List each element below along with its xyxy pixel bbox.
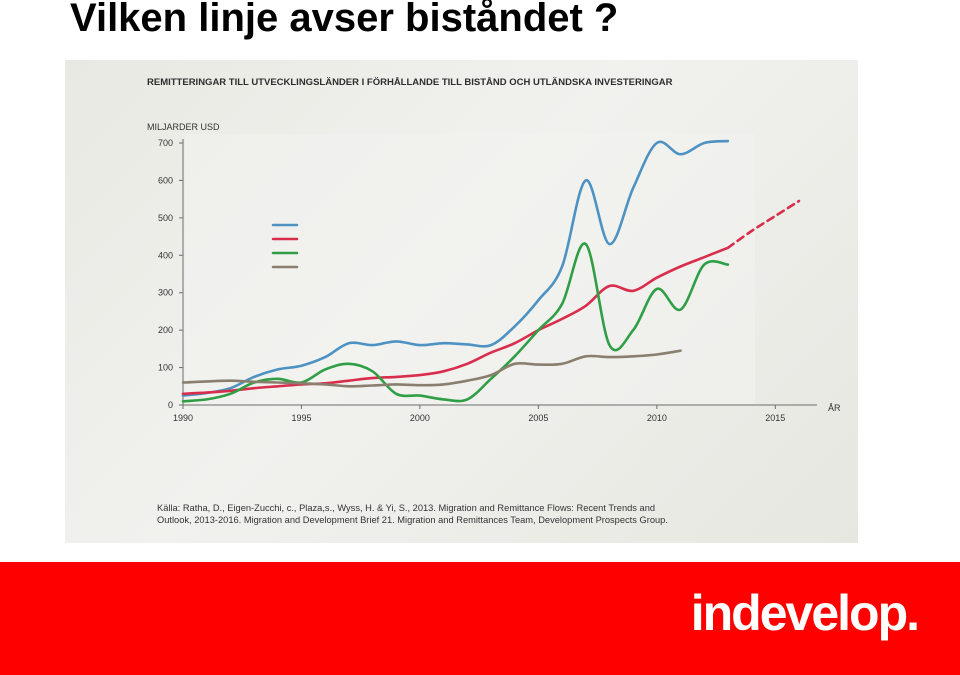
series-line	[181, 246, 730, 396]
y-tick-label: 500	[158, 213, 173, 223]
y-tick-label: 300	[158, 288, 173, 298]
x-tick-label: 2000	[410, 413, 430, 423]
series-line	[181, 242, 730, 403]
source-note: Källa: Ratha, D., Eigen-Zucchi, c., Plaz…	[157, 503, 668, 525]
source-line-1: Källa: Ratha, D., Eigen-Zucchi, c., Plaz…	[157, 503, 655, 513]
x-tick-label: 1995	[291, 413, 311, 423]
series-line	[181, 139, 730, 397]
y-tick-label: 100	[158, 363, 173, 373]
indevelop-logo: indevelop.	[690, 585, 920, 641]
x-tick-label: 1990	[173, 413, 193, 423]
x-tick-label: 2015	[765, 413, 785, 423]
y-axis: 0 100 200 300 400 500 600 700	[158, 138, 184, 410]
y-tick-label: 600	[158, 175, 173, 185]
line-chart: REMITTERINGAR TILL UTVECKLINGSLÄNDER I F…	[147, 77, 841, 525]
x-tick-label: 2010	[647, 413, 667, 423]
source-line-2: Outlook, 2013-2016. Migration and Develo…	[157, 515, 668, 525]
y-tick-label: 700	[158, 138, 173, 148]
x-axis: 1990 1995 2000 2005 2010 2015	[173, 404, 817, 423]
y-tick-label: 200	[158, 325, 173, 335]
x-axis-label: ÅR	[828, 403, 841, 413]
plot-area	[185, 134, 755, 404]
x-tick-label: 2005	[528, 413, 548, 423]
series-group	[181, 139, 801, 403]
y-axis-unit-label: MILJARDER USD	[147, 122, 220, 132]
legend	[271, 223, 299, 269]
chart-title: REMITTERINGAR TILL UTVECKLINGSLÄNDER I F…	[147, 77, 673, 88]
series-line	[181, 349, 682, 388]
y-tick-label: 0	[168, 400, 173, 410]
chart-photo: REMITTERINGAR TILL UTVECKLINGSLÄNDER I F…	[65, 60, 858, 543]
chart-title-text: REMITTERINGAR TILL UTVECKLINGSLÄNDER I F…	[147, 77, 673, 88]
series-line-projection	[726, 199, 801, 250]
slide-title: Vilken linje avser biståndet ?	[70, 0, 619, 40]
y-tick-label: 400	[158, 250, 173, 260]
footer-bar: indevelop.	[0, 562, 960, 675]
